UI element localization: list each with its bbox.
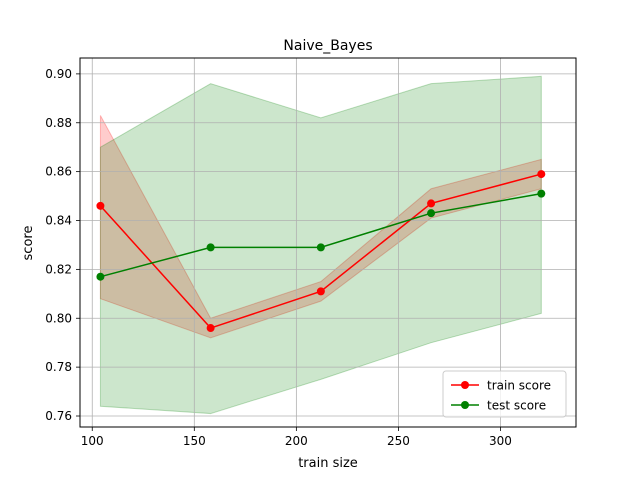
point-test-score [316,243,325,252]
chart-title: Naive_Bayes [283,38,372,54]
y-tick-label: 0.86 [45,165,72,179]
y-tick-label: 0.84 [45,214,72,228]
point-test-score [96,272,105,281]
y-axis-label: score [21,226,36,261]
legend-marker [461,381,469,389]
y-tick-label: 0.90 [45,67,72,81]
y-tick-label: 0.80 [45,311,72,325]
x-axis-label: train size [298,456,358,471]
point-train-score [316,287,325,296]
x-tick-label: 150 [183,434,206,448]
x-tick-label: 300 [489,434,512,448]
x-tick-label: 250 [387,434,410,448]
point-test-score [427,209,436,218]
plot-frame [79,57,577,428]
x-tick-label: 100 [81,434,104,448]
point-train-score [96,201,105,210]
point-train-score [537,170,546,179]
y-tick-label: 0.76 [45,409,72,423]
point-test-score [206,243,215,252]
y-tick-label: 0.82 [45,262,72,276]
legend: train score test score [442,370,567,418]
point-train-score [206,324,215,333]
point-train-score [427,199,436,208]
y-tick-label: 0.88 [45,116,72,130]
point-test-score [537,189,546,198]
y-tick-label: 0.78 [45,360,72,374]
legend-marker [461,401,469,409]
x-tick-label: 200 [285,434,308,448]
legend-label: test score [487,399,546,413]
legend-label: train score [487,379,551,393]
